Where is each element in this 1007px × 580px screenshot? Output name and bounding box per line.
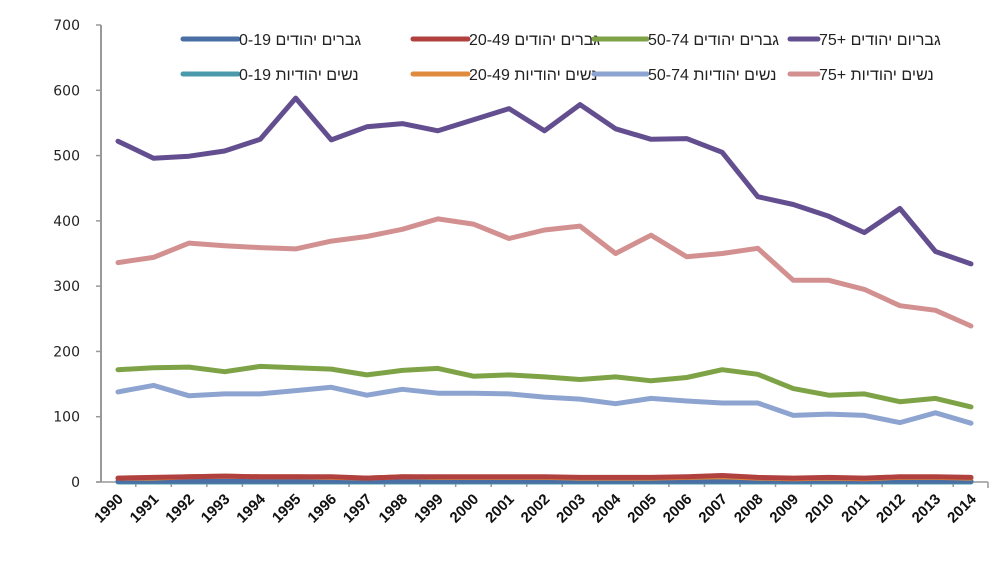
legend-item-6: נשים יהודיות 50-74	[591, 67, 776, 84]
legend-item-7: נשים יהודיות +75	[787, 67, 934, 84]
x-tick-label: 2008	[731, 491, 767, 527]
legend-item-3: גבריום יהודים +75	[787, 32, 941, 49]
legend-label: גברים יהודים 50-74	[648, 32, 779, 49]
x-tick-label: 2001	[482, 491, 518, 527]
y-tick-label: 400	[53, 214, 80, 230]
series-line-1	[115, 473, 974, 481]
x-tick-label: 2002	[518, 491, 554, 527]
x-tick-label: 2013	[909, 491, 945, 527]
y-tick-label: 300	[53, 279, 80, 295]
legend-label: נשים יהודיות 20-49	[469, 67, 597, 84]
y-tick-label: 200	[53, 344, 80, 360]
series-lines	[115, 95, 974, 485]
x-tick-label: 2003	[553, 491, 589, 527]
x-tick-label: 1997	[340, 491, 376, 527]
x-tick-label: 2009	[766, 491, 802, 527]
legend: גברים יהודים 0-19 גברים יהודים 20-49 גברים…	[180, 32, 941, 84]
x-tick-label: 2011	[838, 491, 873, 526]
x-tick-label: 1990	[91, 491, 127, 527]
x-tick-label: 1993	[198, 491, 234, 527]
series-line-6	[115, 382, 974, 426]
x-tick-label: 2004	[589, 490, 625, 526]
y-tick-label: 500	[53, 149, 80, 165]
x-tick-label: 1994	[233, 490, 269, 526]
legend-item-4: נשים יהודיות 0-19	[180, 67, 359, 84]
series-line-2	[115, 363, 974, 410]
x-tick-label: 1995	[269, 491, 305, 527]
legend-label: גברים יהודים 20-49	[469, 32, 600, 49]
legend-item-5: נשים יהודיות 20-49	[410, 67, 597, 84]
y-tick-label: 700	[53, 18, 80, 34]
legend-item-2: גברים יהודים 50-74	[591, 32, 779, 49]
y-tick-label: 600	[53, 83, 80, 99]
series-line-3	[115, 95, 974, 267]
x-tick-label: 2000	[447, 491, 483, 527]
legend-label: נשים יהודיות 50-74	[648, 67, 776, 84]
x-tick-label: 2012	[873, 491, 909, 527]
series-line-7	[115, 216, 974, 329]
legend-item-0: גברים יהודים 0-19	[180, 32, 361, 49]
x-tick-label: 1999	[411, 491, 447, 527]
x-tick-label: 2007	[695, 491, 731, 527]
y-tick-label: 0	[71, 475, 80, 491]
legend-label: נשים יהודיות +75	[819, 67, 934, 84]
x-tick-label: 2005	[624, 491, 660, 527]
x-tick-label: 1992	[162, 491, 198, 527]
y-tick-label: 100	[53, 410, 80, 426]
x-tick-label: 2014	[944, 490, 980, 526]
legend-label: גברים יהודים 0-19	[239, 32, 361, 49]
legend-label: גבריום יהודים +75	[819, 32, 941, 49]
x-tick-label: 2006	[660, 491, 696, 527]
x-tick-label: 1991	[127, 491, 163, 527]
x-tick-label: 1998	[376, 491, 412, 527]
x-tick-label: 2010	[802, 491, 838, 527]
legend-label: נשים יהודיות 0-19	[239, 67, 359, 84]
legend-item-1: גברים יהודים 20-49	[410, 32, 600, 49]
x-tick-label: 1996	[304, 491, 340, 527]
